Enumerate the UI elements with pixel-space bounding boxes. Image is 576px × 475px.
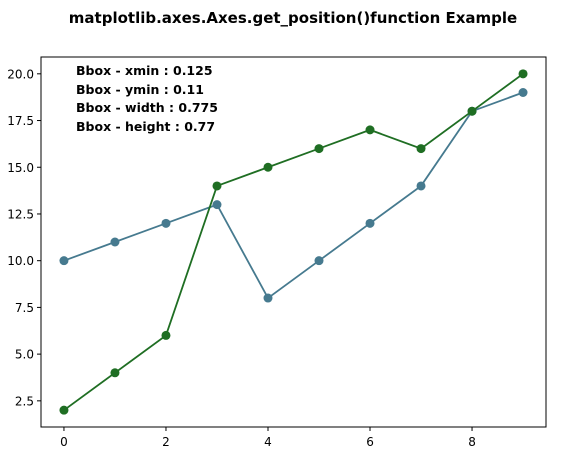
data-point: [467, 106, 477, 116]
x-tick-label: 0: [60, 435, 68, 449]
bbox-annotations: Bbox - xmin : 0.125 Bbox - ymin : 0.11 B…: [76, 63, 218, 134]
x-tick-label: 2: [162, 435, 170, 449]
data-point: [314, 256, 324, 266]
data-point: [212, 200, 222, 210]
annotation-height: Bbox - height : 0.77: [76, 119, 215, 134]
annotation-ymin: Bbox - ymin : 0.11: [76, 82, 204, 97]
y-tick-label: 7.5: [15, 301, 34, 315]
series-layer: [59, 69, 528, 415]
series-line: [63, 91, 524, 300]
x-tick-label: 6: [366, 435, 374, 449]
data-point: [263, 293, 273, 303]
data-point: [416, 181, 426, 191]
data-point: [518, 69, 528, 79]
annotation-xmin: Bbox - xmin : 0.125: [76, 63, 213, 78]
data-point: [365, 218, 375, 228]
data-point: [59, 405, 69, 415]
data-point: [110, 368, 120, 378]
data-point: [110, 237, 120, 247]
data-point: [161, 330, 171, 340]
y-tick-label: 2.5: [15, 394, 34, 408]
data-point: [212, 181, 222, 191]
y-tick-label: 20.0: [7, 67, 34, 81]
y-tick-label: 17.5: [7, 114, 34, 128]
data-point: [59, 256, 69, 266]
data-point: [518, 88, 528, 98]
annotation-width: Bbox - width : 0.775: [76, 100, 218, 115]
data-point: [263, 162, 273, 172]
data-point: [416, 144, 426, 154]
x-tick-label: 8: [468, 435, 476, 449]
y-tick-label: 15.0: [7, 161, 34, 175]
y-tick-label: 12.5: [7, 207, 34, 221]
y-tick-label: 10.0: [7, 254, 34, 268]
x-tick-label: 4: [264, 435, 272, 449]
series-2: [59, 69, 528, 415]
data-point: [314, 144, 324, 154]
y-tick-label: 5.0: [15, 348, 34, 362]
chart-title: matplotlib.axes.Axes.get_position()funct…: [69, 9, 517, 27]
data-point: [365, 125, 375, 135]
plot-area-frame: [40, 56, 547, 428]
axes-ticks: 0 2 4 6 8 2.5 5.0 7.5 10.0 12.5 15.0 17.5 20.0: [7, 67, 476, 449]
series-line: [63, 73, 524, 411]
data-point: [161, 218, 171, 228]
